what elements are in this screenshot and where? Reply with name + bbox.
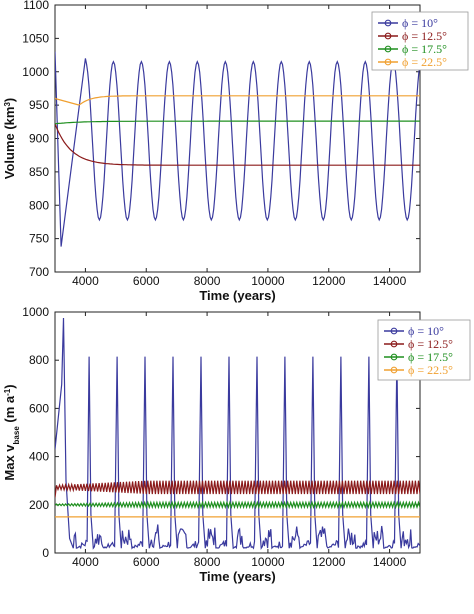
velocity-panel: 4000 6000 8000 10000 12000 14000 0 200 400 600 800… xyxy=(2,305,471,584)
y-tick-label: 800 xyxy=(29,198,49,212)
y-axis-label: Max vbase (m a-1) xyxy=(2,384,21,480)
y-tick-label: 850 xyxy=(29,165,49,179)
plot-frame xyxy=(54,4,421,273)
legend-label: ϕ = 22.5° xyxy=(408,363,453,377)
legend-marker xyxy=(390,340,398,348)
y-tick-label: 1100 xyxy=(23,0,49,12)
legend-marker xyxy=(390,353,398,361)
legend-label: ϕ = 17.5° xyxy=(408,350,453,364)
x-tick-label: 12000 xyxy=(312,555,346,569)
series-line-1 xyxy=(55,317,420,550)
plot-frame xyxy=(54,311,421,554)
x-tick-label: 6000 xyxy=(133,274,160,288)
y-tick-label: 600 xyxy=(29,401,49,415)
y-tick-label: 1050 xyxy=(22,31,49,45)
legend-marker xyxy=(384,58,392,66)
volume-panel: 4000 6000 8000 10000 12000 14000 700 750 800 850 9… xyxy=(2,0,469,303)
x-tick-label: 8000 xyxy=(194,274,221,288)
legend-label: ϕ = 12.5° xyxy=(402,29,447,43)
x-tick-label: 6000 xyxy=(133,555,160,569)
legend-marker xyxy=(384,45,392,53)
legend-label: ϕ = 17.5° xyxy=(402,42,447,56)
series-line-2 xyxy=(55,480,420,498)
x-tick-label: 4000 xyxy=(72,555,99,569)
x-tick-label: 8000 xyxy=(194,555,221,569)
x-tick-label: 4000 xyxy=(72,274,99,288)
legend-box xyxy=(371,11,469,71)
x-tick-label: 14000 xyxy=(373,274,407,288)
legend-marker xyxy=(390,327,398,335)
y-tick-label: 900 xyxy=(29,132,49,146)
x-tick-label: 14000 xyxy=(373,555,407,569)
y-tick-label: 0 xyxy=(42,546,49,560)
y-tick-label: 750 xyxy=(29,232,49,246)
y-axis-label: Volume (km3) xyxy=(2,98,17,180)
series-line-3 xyxy=(55,120,420,125)
y-tick-label: 1000 xyxy=(22,65,49,79)
y-tick-label: 200 xyxy=(29,498,49,512)
legend-marker xyxy=(390,366,398,374)
x-tick-label: 12000 xyxy=(312,274,346,288)
series-line-3 xyxy=(55,500,420,510)
legend-label: ϕ = 22.5° xyxy=(402,55,447,69)
x-axis-label: Time (years) xyxy=(199,288,275,303)
x-tick-label: 10000 xyxy=(251,555,285,569)
series-line-4 xyxy=(55,95,420,106)
y-tick-label: 800 xyxy=(29,353,49,367)
y-tick-label: 400 xyxy=(29,450,49,464)
y-tick-label: 1000 xyxy=(22,305,49,319)
legend-marker xyxy=(384,32,392,40)
legend-marker xyxy=(384,19,392,27)
x-axis-label: Time (years) xyxy=(199,569,275,584)
y-tick-label: 950 xyxy=(29,98,49,112)
series-line-2 xyxy=(55,123,420,166)
legend-label: ϕ = 10° xyxy=(402,16,438,30)
series-line-1 xyxy=(55,51,420,247)
legend-label: ϕ = 12.5° xyxy=(408,337,453,351)
legend-label: ϕ = 10° xyxy=(408,324,444,338)
y-tick-label: 700 xyxy=(29,265,49,279)
x-tick-label: 10000 xyxy=(251,274,285,288)
